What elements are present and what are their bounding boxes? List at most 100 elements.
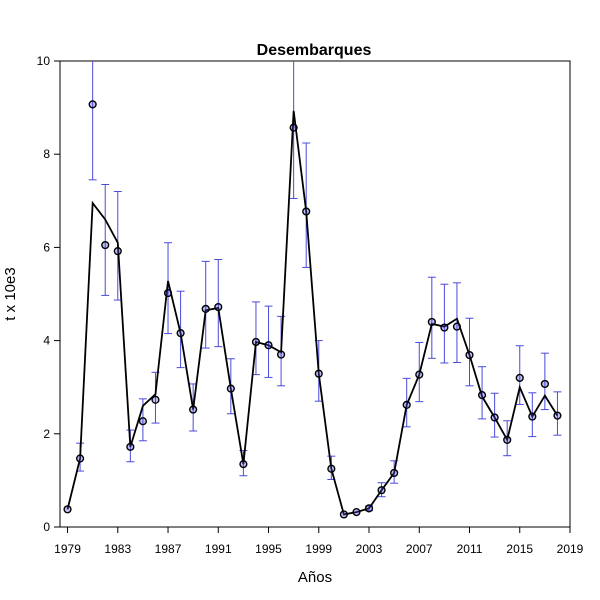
- data-point-fill: [416, 371, 423, 378]
- data-point-fill: [503, 436, 511, 444]
- data-point-fill: [89, 101, 96, 108]
- data-point: [427, 317, 436, 327]
- data-point: [339, 510, 348, 519]
- data-point: [189, 405, 198, 414]
- data-point: [113, 247, 122, 256]
- data-point-fill: [227, 385, 235, 392]
- y-axis: 0 2 4 6 8 10: [37, 54, 60, 534]
- y-tick-label: 10: [37, 54, 51, 68]
- data-point: [264, 341, 273, 350]
- x-tick-label: 2007: [406, 542, 433, 556]
- data-point-fill: [390, 469, 398, 477]
- data-point: [63, 505, 72, 514]
- data-point-fill: [378, 486, 385, 494]
- data-point: [214, 302, 223, 312]
- data-point: [364, 504, 374, 513]
- x-tick-label: 1995: [255, 542, 282, 556]
- data-point-fill: [265, 342, 272, 349]
- y-tick-label: 4: [43, 334, 50, 348]
- data-point: [201, 304, 210, 314]
- data-point: [415, 370, 424, 379]
- data-point-fill: [240, 460, 247, 468]
- data-point: [75, 454, 85, 463]
- y-tick-label: 2: [43, 427, 50, 441]
- data-point: [239, 459, 248, 469]
- data-point: [553, 411, 562, 420]
- data-point-fill: [177, 329, 184, 337]
- x-axis: 1979 1983 1987 1991 1995 1999 2003 2007 2011 2015…: [54, 527, 584, 556]
- data-point: [101, 240, 110, 250]
- data-point-fill: [403, 401, 410, 409]
- y-tick-label: 6: [43, 240, 50, 254]
- data-point-fill: [164, 289, 172, 297]
- data-point-fill: [478, 391, 486, 399]
- x-tick-label: 2019: [557, 542, 584, 556]
- data-point-fill: [340, 511, 348, 518]
- data-point: [352, 507, 361, 517]
- x-tick-label: 2011: [457, 542, 483, 556]
- x-tick-label: 1979: [54, 542, 81, 556]
- data-point-fill: [554, 412, 561, 419]
- error-bars: [76, 61, 562, 512]
- data-point: [151, 395, 160, 404]
- data-point: [540, 379, 549, 389]
- data-point-fill: [516, 374, 523, 382]
- data-point: [176, 329, 185, 338]
- data-point: [402, 400, 411, 410]
- data-point-fill: [466, 351, 473, 359]
- data-point-fill: [328, 465, 335, 472]
- data-point: [452, 322, 462, 331]
- x-tick-label: 1987: [155, 542, 182, 556]
- data-point-fill: [303, 208, 310, 215]
- data-point-fill: [215, 303, 222, 311]
- data-point-fill: [491, 414, 498, 421]
- x-tick-label: 1983: [104, 542, 131, 556]
- x-tick-label: 1991: [205, 542, 232, 556]
- x-axis-label: Años: [298, 569, 332, 586]
- data-point: [138, 417, 148, 426]
- data-point: [440, 323, 449, 332]
- data-point-fill: [76, 455, 84, 462]
- data-point: [226, 384, 235, 393]
- chart-title: Desembarques: [257, 42, 372, 59]
- data-point: [327, 464, 336, 473]
- data-point: [302, 207, 311, 216]
- data-point: [289, 123, 298, 132]
- data-point-fill: [64, 506, 71, 513]
- data-point: [251, 337, 261, 347]
- plot-frame: [59, 60, 571, 528]
- data-point-fill: [541, 380, 549, 388]
- data-point-fill: [114, 247, 121, 255]
- data-point: [377, 486, 386, 495]
- data-point-fill: [139, 418, 147, 425]
- data-point-fill: [189, 406, 197, 413]
- data-point: [490, 413, 499, 422]
- data-point: [88, 100, 97, 109]
- data-point-fill: [252, 338, 260, 346]
- x-tick-label: 1999: [305, 542, 332, 556]
- fitted-line: [66, 110, 559, 516]
- data-point: [503, 435, 512, 444]
- data-point: [126, 442, 135, 451]
- y-tick-label: 0: [43, 520, 50, 534]
- data-point: [276, 350, 286, 359]
- data-point-fill: [202, 305, 209, 313]
- data-point-fill: [290, 124, 297, 131]
- data-point-fill: [529, 413, 536, 420]
- data-point-fill: [353, 508, 360, 516]
- data-point-fill: [152, 396, 159, 403]
- data-point-fill: [102, 241, 109, 249]
- x-tick-label: 2003: [356, 542, 383, 556]
- data-point: [390, 468, 399, 478]
- data-point-fill: [453, 323, 461, 330]
- data-point: [515, 373, 524, 382]
- data-point-fill: [365, 505, 373, 512]
- data-point: [314, 369, 323, 378]
- data-point-fill: [315, 370, 322, 377]
- y-tick-label: 8: [43, 147, 50, 161]
- data-point: [163, 288, 173, 298]
- data-point-fill: [277, 351, 285, 358]
- data-point-fill: [428, 318, 436, 326]
- y-axis-label: t x 10e3: [2, 267, 19, 320]
